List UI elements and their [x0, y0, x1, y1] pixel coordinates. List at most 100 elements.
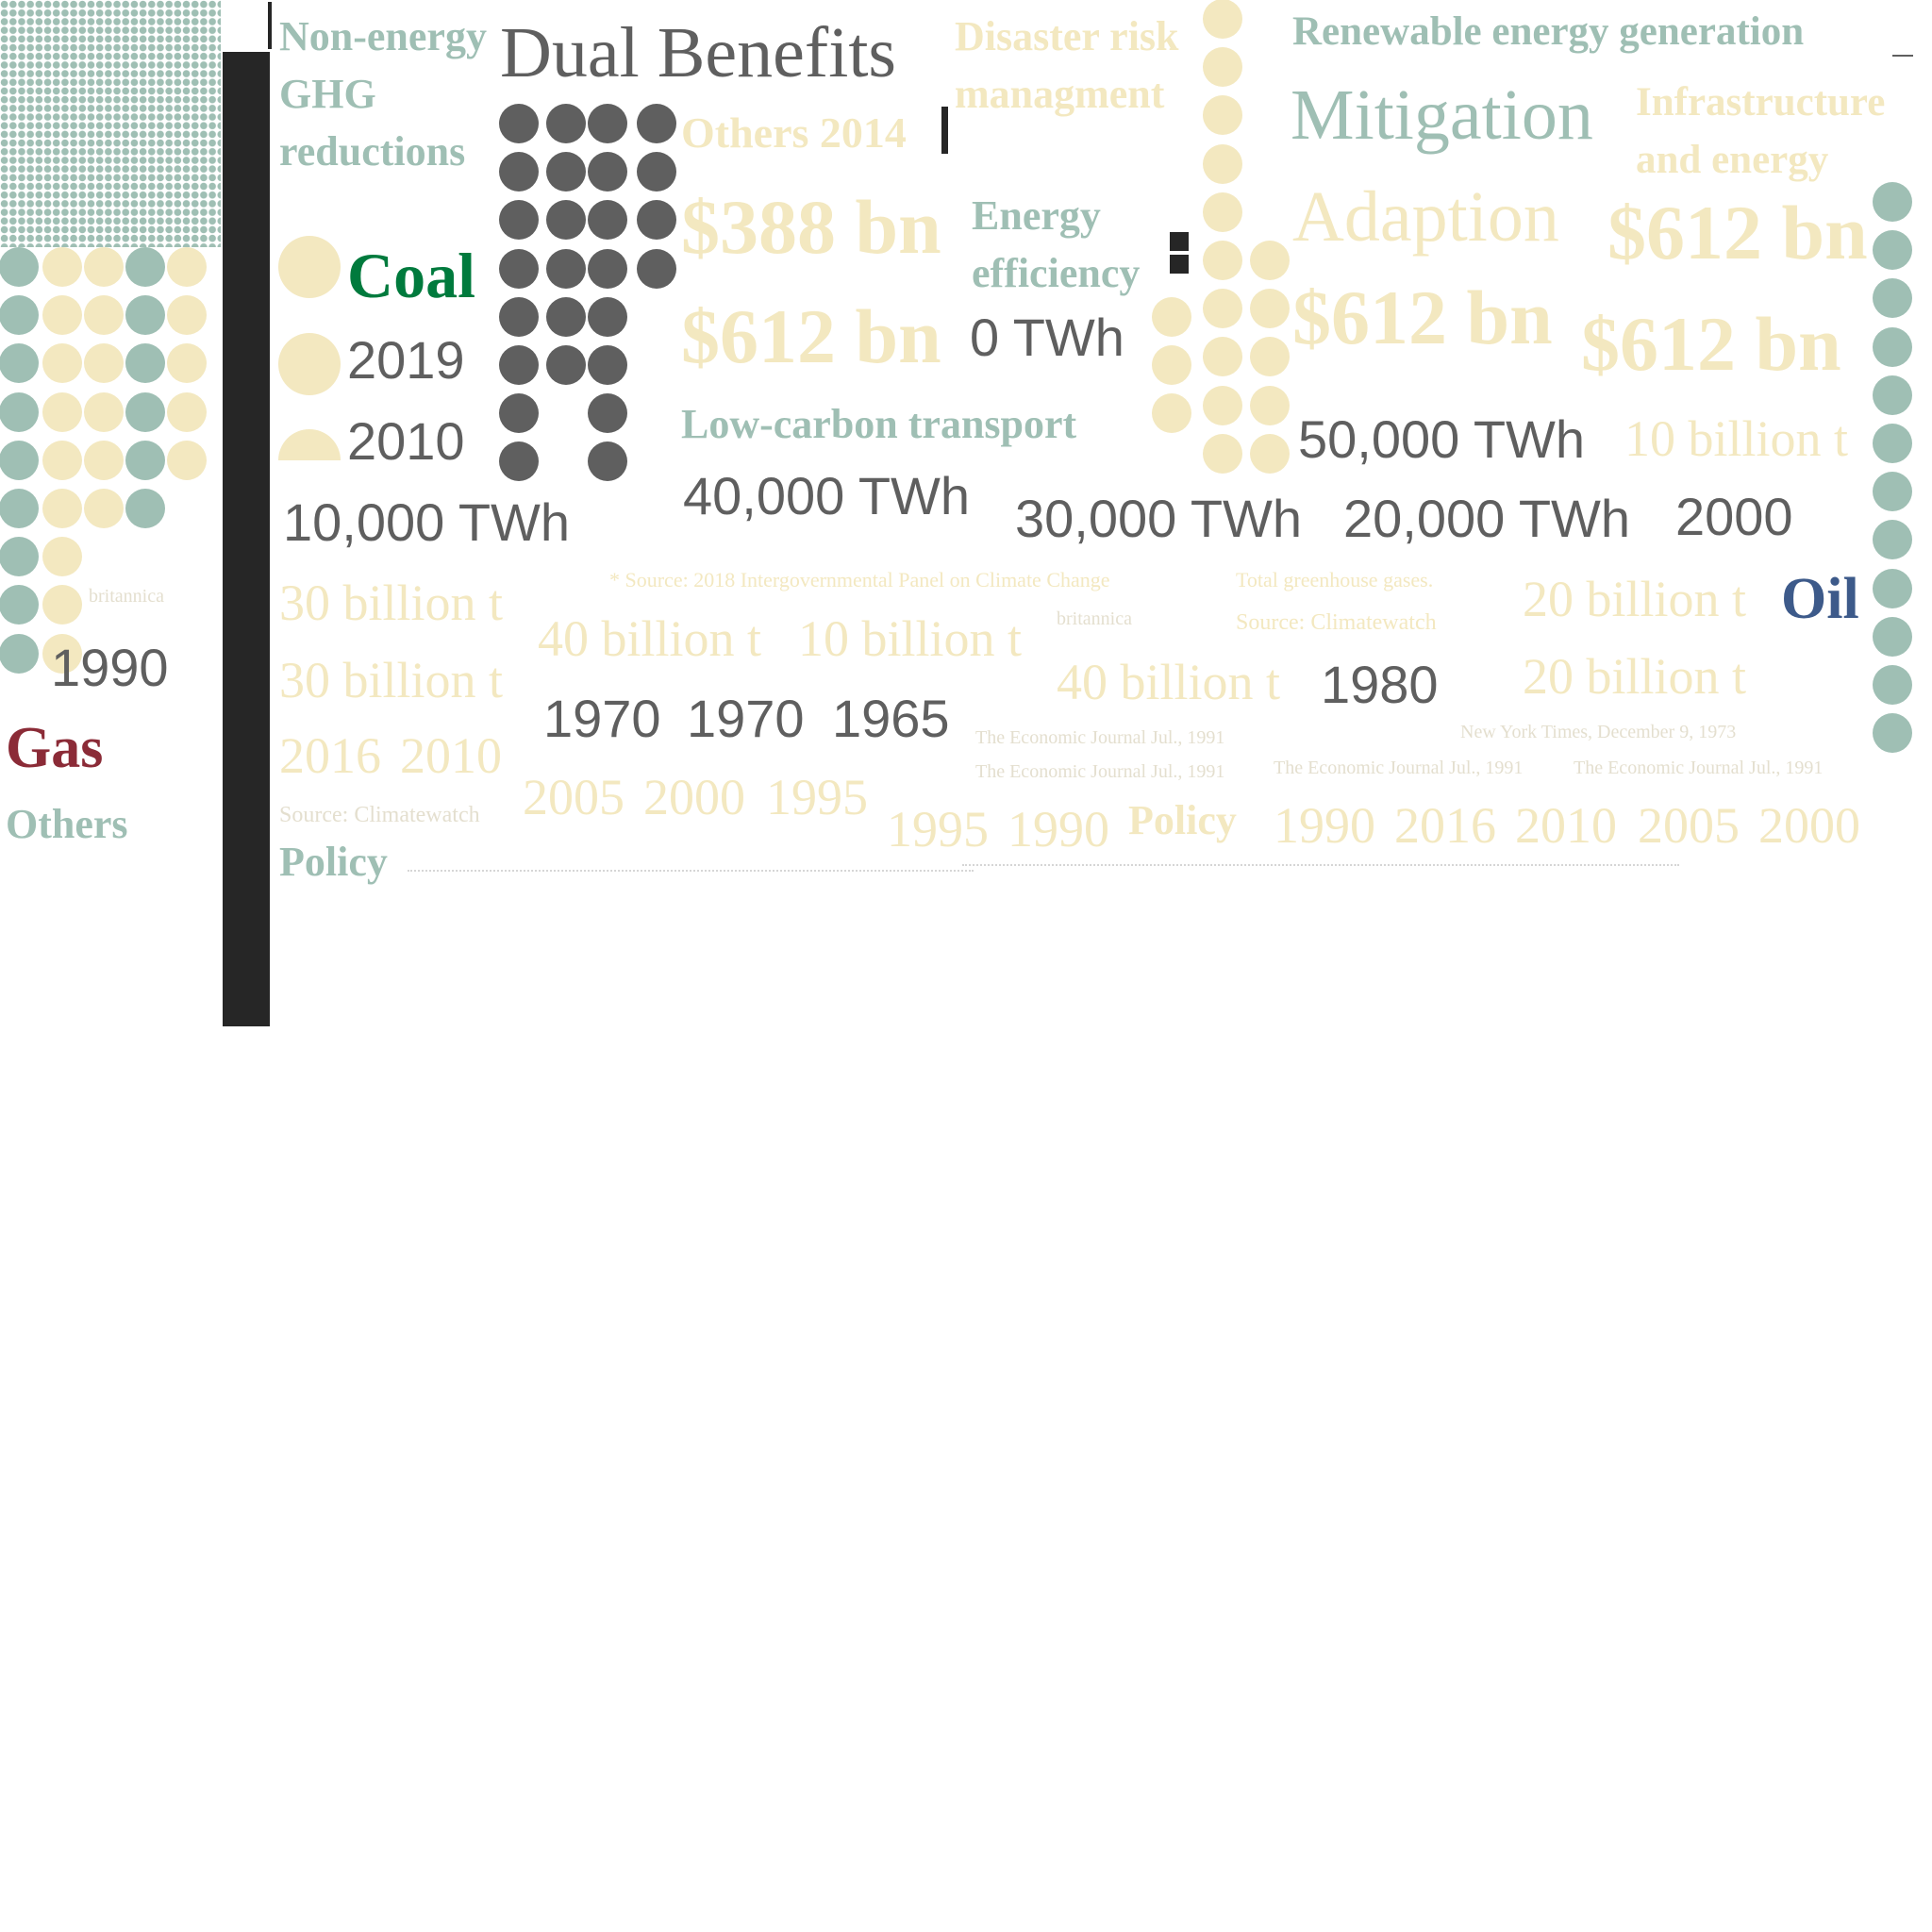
dot [125, 489, 165, 528]
dot [84, 295, 124, 336]
year-1980: 1980 [1321, 655, 1439, 714]
dot [125, 247, 165, 287]
bar-tick-top [268, 2, 272, 49]
dot [1152, 297, 1191, 337]
dotted-line-1 [408, 870, 974, 872]
dot [499, 296, 539, 337]
year-2010: 2010 [347, 411, 465, 471]
energy-0: 0 TWh [970, 308, 1124, 367]
dot [1250, 337, 1290, 377]
source-total-ghg: Total greenhouse gases. [1236, 568, 1434, 591]
legend-oil: Oil [1781, 567, 1859, 631]
energy-50k: 50,000 TWh [1298, 409, 1586, 469]
dot [0, 295, 39, 336]
emission-40bn-b: 40 billion t [1057, 654, 1281, 710]
dot [1873, 326, 1912, 367]
dot [1873, 665, 1912, 705]
source-economic-journal: The Economic Journal Jul., 1991 [975, 727, 1225, 748]
dot [499, 248, 539, 289]
year-1990: 1990 [51, 638, 169, 697]
page-title: Dual Benefits [500, 13, 897, 92]
dot [1152, 345, 1191, 386]
value-388bn: $388 bn [681, 184, 941, 270]
dot [1250, 289, 1290, 329]
source-britannica-2: britannica [1057, 608, 1132, 629]
label-others-2014: Others 2014 [681, 108, 907, 157]
dot [0, 585, 39, 625]
dot [167, 343, 207, 384]
dot [0, 391, 39, 432]
faint-year: 2000 [643, 769, 745, 825]
dot [1250, 433, 1290, 474]
dot [546, 104, 586, 143]
dot [167, 440, 207, 480]
faint-year: 1990 [1274, 797, 1375, 854]
value-612bn-3: $612 bn [1607, 190, 1868, 275]
source-economic-journal: The Economic Journal Jul., 1991 [1274, 758, 1524, 778]
dot [1203, 289, 1242, 329]
small-dot-grid [0, 0, 221, 247]
source-ipcc: * Source: 2018 Intergovernmental Panel o… [609, 568, 1110, 591]
label-renewable: Renewable energy generation [1292, 9, 1805, 54]
year-1965: 1965 [832, 689, 950, 748]
emission-10bn-a: 10 billion t [798, 610, 1023, 667]
faint-year: 1995 [766, 769, 868, 825]
dot [1873, 424, 1912, 463]
dot [278, 333, 341, 395]
legend-coal: Coal [347, 240, 475, 311]
emission-20bn-b: 20 billion t [1523, 648, 1747, 705]
dot [1250, 241, 1290, 280]
year-2019: 2019 [347, 330, 465, 390]
dot [1873, 375, 1912, 415]
dot [1203, 241, 1242, 280]
small-square-2 [1170, 255, 1189, 274]
faint-year: 2005 [523, 769, 625, 825]
label-disaster: Disaster risk managment [955, 13, 1179, 117]
dot [499, 152, 539, 192]
faint-year: 2016 [1394, 797, 1496, 854]
dot [1203, 0, 1242, 39]
dot [42, 343, 82, 384]
dot [84, 391, 124, 432]
dot [167, 247, 207, 287]
dot [1203, 433, 1242, 474]
energy-20k: 20,000 TWh [1343, 489, 1631, 548]
dot [125, 343, 165, 384]
dot [0, 489, 39, 528]
dot [546, 152, 586, 192]
label-non-energy: Non-energy GHG reductions [279, 13, 487, 175]
dot [84, 343, 124, 384]
source-nyt: New York Times, December 9, 1973 [1460, 722, 1737, 742]
dot [1873, 520, 1912, 560]
dot [125, 295, 165, 336]
dot [1873, 713, 1912, 754]
small-square-1 [1170, 232, 1189, 251]
label-infrastructure: Infrastructure and energy [1636, 80, 1886, 182]
dot [1873, 230, 1912, 271]
dot [499, 345, 539, 385]
value-612bn-2: $612 bn [1292, 275, 1553, 360]
dot [0, 343, 39, 384]
vertical-bar [223, 52, 270, 1026]
dot [1152, 393, 1191, 434]
dot [588, 104, 627, 143]
label-others: Others [6, 801, 128, 847]
dot [1203, 143, 1242, 184]
bar-tick-mid [941, 107, 948, 154]
dotted-line-2 [962, 864, 1679, 866]
faint-year: 2016 [279, 727, 381, 784]
faint-year: 1990 [1008, 801, 1109, 858]
dot [125, 440, 165, 480]
dot [1873, 616, 1912, 657]
dot [125, 391, 165, 432]
dot [84, 440, 124, 480]
dot [588, 441, 627, 482]
dot [42, 489, 82, 528]
dot [1873, 568, 1912, 608]
year-2000: 2000 [1675, 487, 1793, 546]
dot [84, 247, 124, 287]
dot [588, 152, 627, 192]
dot [278, 429, 341, 460]
faint-year: 2000 [1758, 797, 1860, 854]
source-economic-journal: The Economic Journal Jul., 1991 [975, 761, 1225, 782]
